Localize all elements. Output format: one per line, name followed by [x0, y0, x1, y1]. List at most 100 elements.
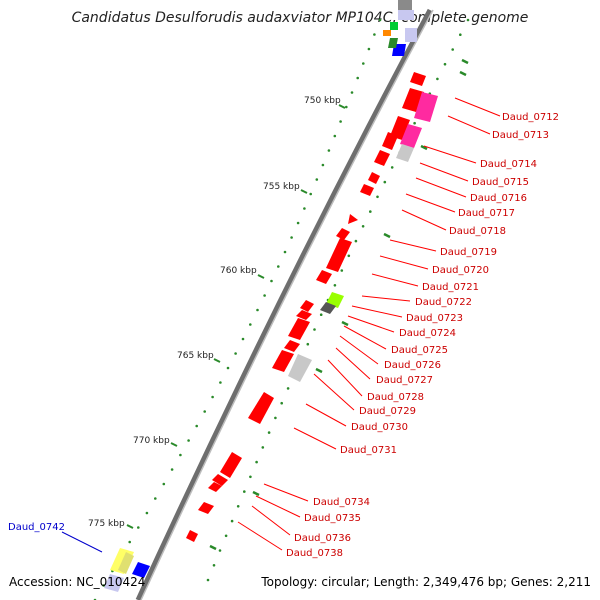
gene-feature	[212, 474, 228, 486]
scale-dot	[327, 149, 331, 152]
scale-dot	[367, 47, 371, 51]
tick-mark	[300, 189, 308, 194]
feature-tick	[341, 320, 349, 327]
scale-dot	[145, 511, 149, 515]
scale-dot	[249, 323, 252, 326]
ring-dot	[224, 534, 228, 538]
callout-line	[371, 273, 419, 287]
gene-feature	[368, 172, 380, 184]
scale-dot	[339, 120, 342, 123]
callout-line	[313, 373, 355, 411]
gene-feature	[396, 144, 414, 162]
gene-feature	[360, 184, 374, 196]
page-title: Candidatus Desulforudis audaxviator MP10…	[71, 10, 529, 26]
gene-feature	[382, 132, 398, 150]
scale-dot	[378, 18, 382, 22]
ring-dot	[243, 490, 246, 493]
scale-label: 765 kbp	[177, 351, 214, 361]
ring-dot	[390, 166, 394, 169]
callout-line	[251, 505, 291, 536]
callout-line	[293, 427, 337, 450]
scale-label: 750 kbp	[304, 96, 341, 106]
scale-label: 770 kbp	[133, 436, 170, 446]
ring-dot	[261, 446, 265, 449]
callout-line	[405, 193, 456, 213]
gene-feature	[296, 310, 312, 320]
callout-line	[361, 295, 411, 302]
gene-feature	[398, 10, 414, 20]
callout-line	[263, 483, 309, 502]
ring-dot	[443, 62, 447, 66]
gene-feature	[390, 22, 398, 30]
callout-line	[255, 495, 301, 518]
callout-line	[351, 305, 403, 318]
gene-label: Daud_0715	[472, 177, 529, 188]
gene-feature	[300, 300, 314, 312]
scale-dot	[356, 76, 360, 80]
genome-summary: Topology: circular; Length: 2,349,476 bp…	[261, 575, 591, 589]
feature-tick	[209, 544, 217, 551]
tick-mark	[213, 358, 221, 363]
ring-dot	[413, 121, 416, 125]
callout-line	[454, 97, 501, 117]
feature-ticks	[209, 58, 469, 551]
gene-feature	[383, 30, 391, 36]
gene-feature	[208, 482, 222, 492]
callout-line	[347, 315, 395, 333]
callout-line	[305, 403, 347, 427]
scale-dot	[345, 105, 348, 109]
feature-tick	[459, 70, 467, 77]
scale-dot	[315, 178, 319, 181]
scale-dot	[350, 91, 354, 94]
scale-dot	[277, 265, 280, 268]
scale-dot	[226, 366, 230, 370]
ring-dot	[319, 313, 323, 317]
gene-label: Daud_0716	[470, 193, 527, 204]
scale-dot	[283, 250, 287, 254]
ring-dot	[376, 195, 379, 199]
ring-dot	[230, 519, 234, 523]
gene-feature	[186, 530, 198, 542]
scale-dot	[195, 424, 198, 428]
callout-line	[339, 335, 379, 365]
scale-dot	[321, 163, 325, 167]
scale-ring	[93, 18, 382, 600]
ring-dot	[306, 342, 310, 346]
scale-dot	[137, 526, 140, 529]
gene-feature	[288, 354, 312, 382]
gene-label: Daud_0719	[440, 247, 497, 258]
ring-dot	[274, 416, 277, 420]
gene-feature	[405, 28, 417, 42]
callout-line	[237, 521, 283, 551]
scale-dot	[102, 584, 105, 587]
gene-label: Daud_0731	[340, 445, 397, 456]
ring-dot	[206, 578, 210, 582]
gene-feature	[414, 92, 438, 122]
gene-feature	[316, 270, 332, 284]
ring-dot	[451, 48, 455, 51]
feature-tick	[461, 58, 469, 65]
gene-feature	[220, 452, 242, 478]
ring-dot	[218, 549, 222, 552]
gene-feature	[336, 228, 350, 240]
scale-dot	[362, 62, 365, 65]
scale-label: 760 kbp	[220, 266, 257, 276]
gene-feature	[272, 350, 294, 372]
scale-dot	[162, 482, 166, 486]
scale-label: 755 kbp	[263, 182, 300, 192]
tick-mark	[170, 442, 178, 447]
scale-dot	[154, 497, 157, 500]
callout-line	[335, 347, 371, 380]
scale-dot	[373, 33, 376, 36]
scale-dot	[333, 134, 337, 138]
tick-mark	[257, 274, 265, 279]
feature-tick	[383, 232, 391, 239]
gene-features	[104, 72, 438, 592]
callout-line	[389, 239, 437, 252]
ring-dot	[212, 564, 216, 567]
gene-feature	[288, 318, 310, 340]
scale-dot	[296, 221, 300, 225]
gene-feature	[388, 38, 398, 48]
tick-mark	[126, 524, 134, 529]
